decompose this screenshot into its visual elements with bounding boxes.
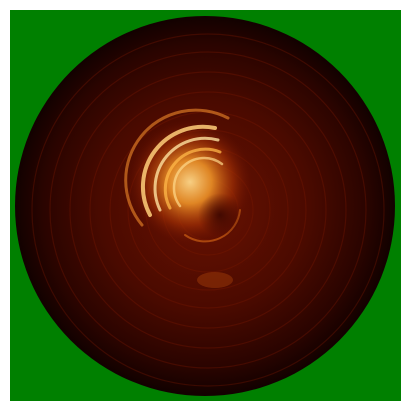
lower-faint-glow	[197, 272, 233, 288]
swirl-texture	[31, 33, 385, 387]
radial-image-frame	[10, 10, 401, 401]
dark-core	[198, 193, 242, 237]
radial-heatmap-image	[10, 10, 401, 401]
